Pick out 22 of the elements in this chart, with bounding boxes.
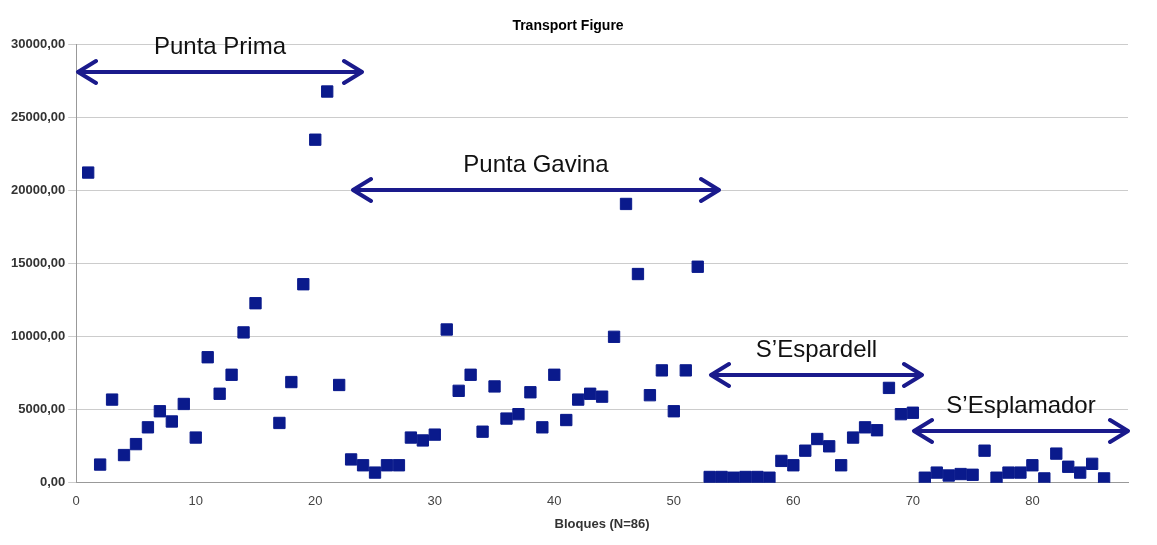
y-tick-label: 15000,00	[10, 255, 66, 271]
y-tick-label: 20000,00	[10, 182, 66, 198]
x-tick-label: 30	[427, 493, 443, 509]
annotation: Punta Prima	[152, 32, 288, 60]
y-tick-label: 25000,00	[10, 109, 66, 125]
annotation: S’Espardell	[754, 335, 879, 363]
y-tick-label: 10000,00	[10, 328, 66, 344]
x-tick-label: 70	[905, 493, 921, 509]
annotation: Punta Gavina	[462, 150, 610, 178]
x-tick-label: 10	[188, 493, 203, 509]
x-tick-label: 20	[308, 493, 323, 509]
y-tick-label: 30000,00	[10, 36, 66, 52]
x-tick-label: 40	[547, 493, 562, 509]
x-axis-title: Bloques (N=86)	[554, 515, 650, 531]
y-tick-label: 5000,00	[18, 401, 66, 417]
y-tick-label: 0,00	[39, 474, 66, 490]
annotation: S’Esplamador	[945, 391, 1097, 419]
x-tick-label: 50	[666, 493, 682, 509]
x-tick-label: 80	[1025, 493, 1040, 509]
x-tick-label: 60	[786, 493, 801, 509]
x-tick-label: 0	[72, 493, 80, 509]
chart-title: Transport Figure	[512, 17, 624, 34]
